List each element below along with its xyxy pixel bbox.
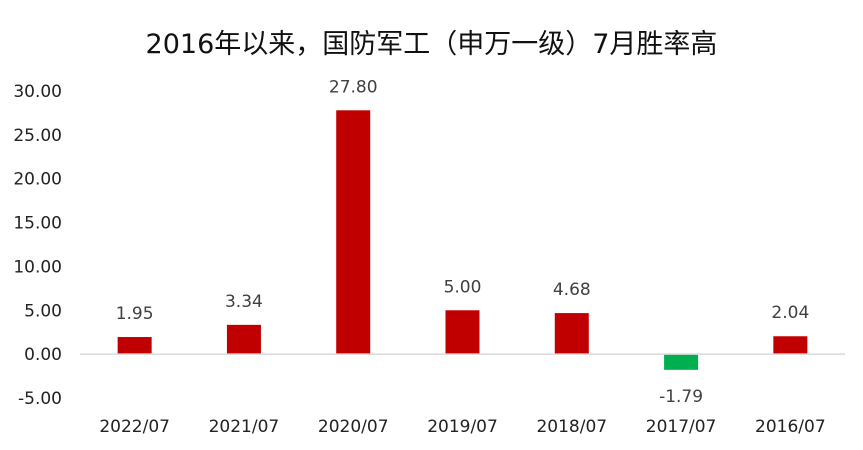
y-tick-label: 30.00 (13, 82, 62, 102)
bar (336, 110, 371, 355)
x-tick-label: 2022/07 (99, 417, 170, 437)
chart-title: 2016年以来，国防军工（申万一级）7月胜率高 (145, 29, 718, 60)
bar (554, 313, 589, 355)
data-label: 5.00 (444, 277, 482, 297)
data-label: 2.04 (771, 303, 809, 323)
bar (226, 324, 261, 355)
data-label: -1.79 (659, 387, 703, 407)
x-tick-label: 2021/07 (209, 417, 280, 437)
data-label: 3.34 (225, 292, 263, 312)
x-tick-label: 2019/07 (427, 417, 498, 437)
data-label: 27.80 (329, 77, 378, 97)
bar (445, 310, 480, 355)
bars (117, 110, 808, 370)
y-tick-label: 15.00 (13, 214, 62, 234)
x-tick-label: 2018/07 (536, 417, 607, 437)
bar (664, 354, 699, 370)
y-tick-label: 20.00 (13, 170, 62, 190)
y-tick-label: 10.00 (13, 257, 62, 277)
y-tick-label: 5.00 (24, 301, 62, 321)
data-label: 1.95 (116, 304, 154, 324)
data-labels: 1.95 3.34 27.80 5.00 4.68 -1.79 2.04 (116, 77, 810, 407)
y-tick-label: 0.00 (24, 345, 62, 365)
y-tick-label: 25.00 (13, 126, 62, 146)
y-tick-label: -5.00 (18, 389, 62, 409)
x-axis-ticks: 2022/07 2021/07 2020/07 2019/07 2018/07 2017/… (99, 417, 825, 437)
x-tick-label: 2017/07 (646, 417, 717, 437)
x-tick-label: 2020/07 (318, 417, 389, 437)
bar (117, 337, 152, 355)
y-axis-ticks: -5.00 0.00 5.00 10.00 15.00 20.00 25.00 30.00 (13, 82, 62, 409)
bar (773, 336, 808, 355)
data-label: 4.68 (553, 280, 591, 300)
x-tick-label: 2016/07 (755, 417, 826, 437)
